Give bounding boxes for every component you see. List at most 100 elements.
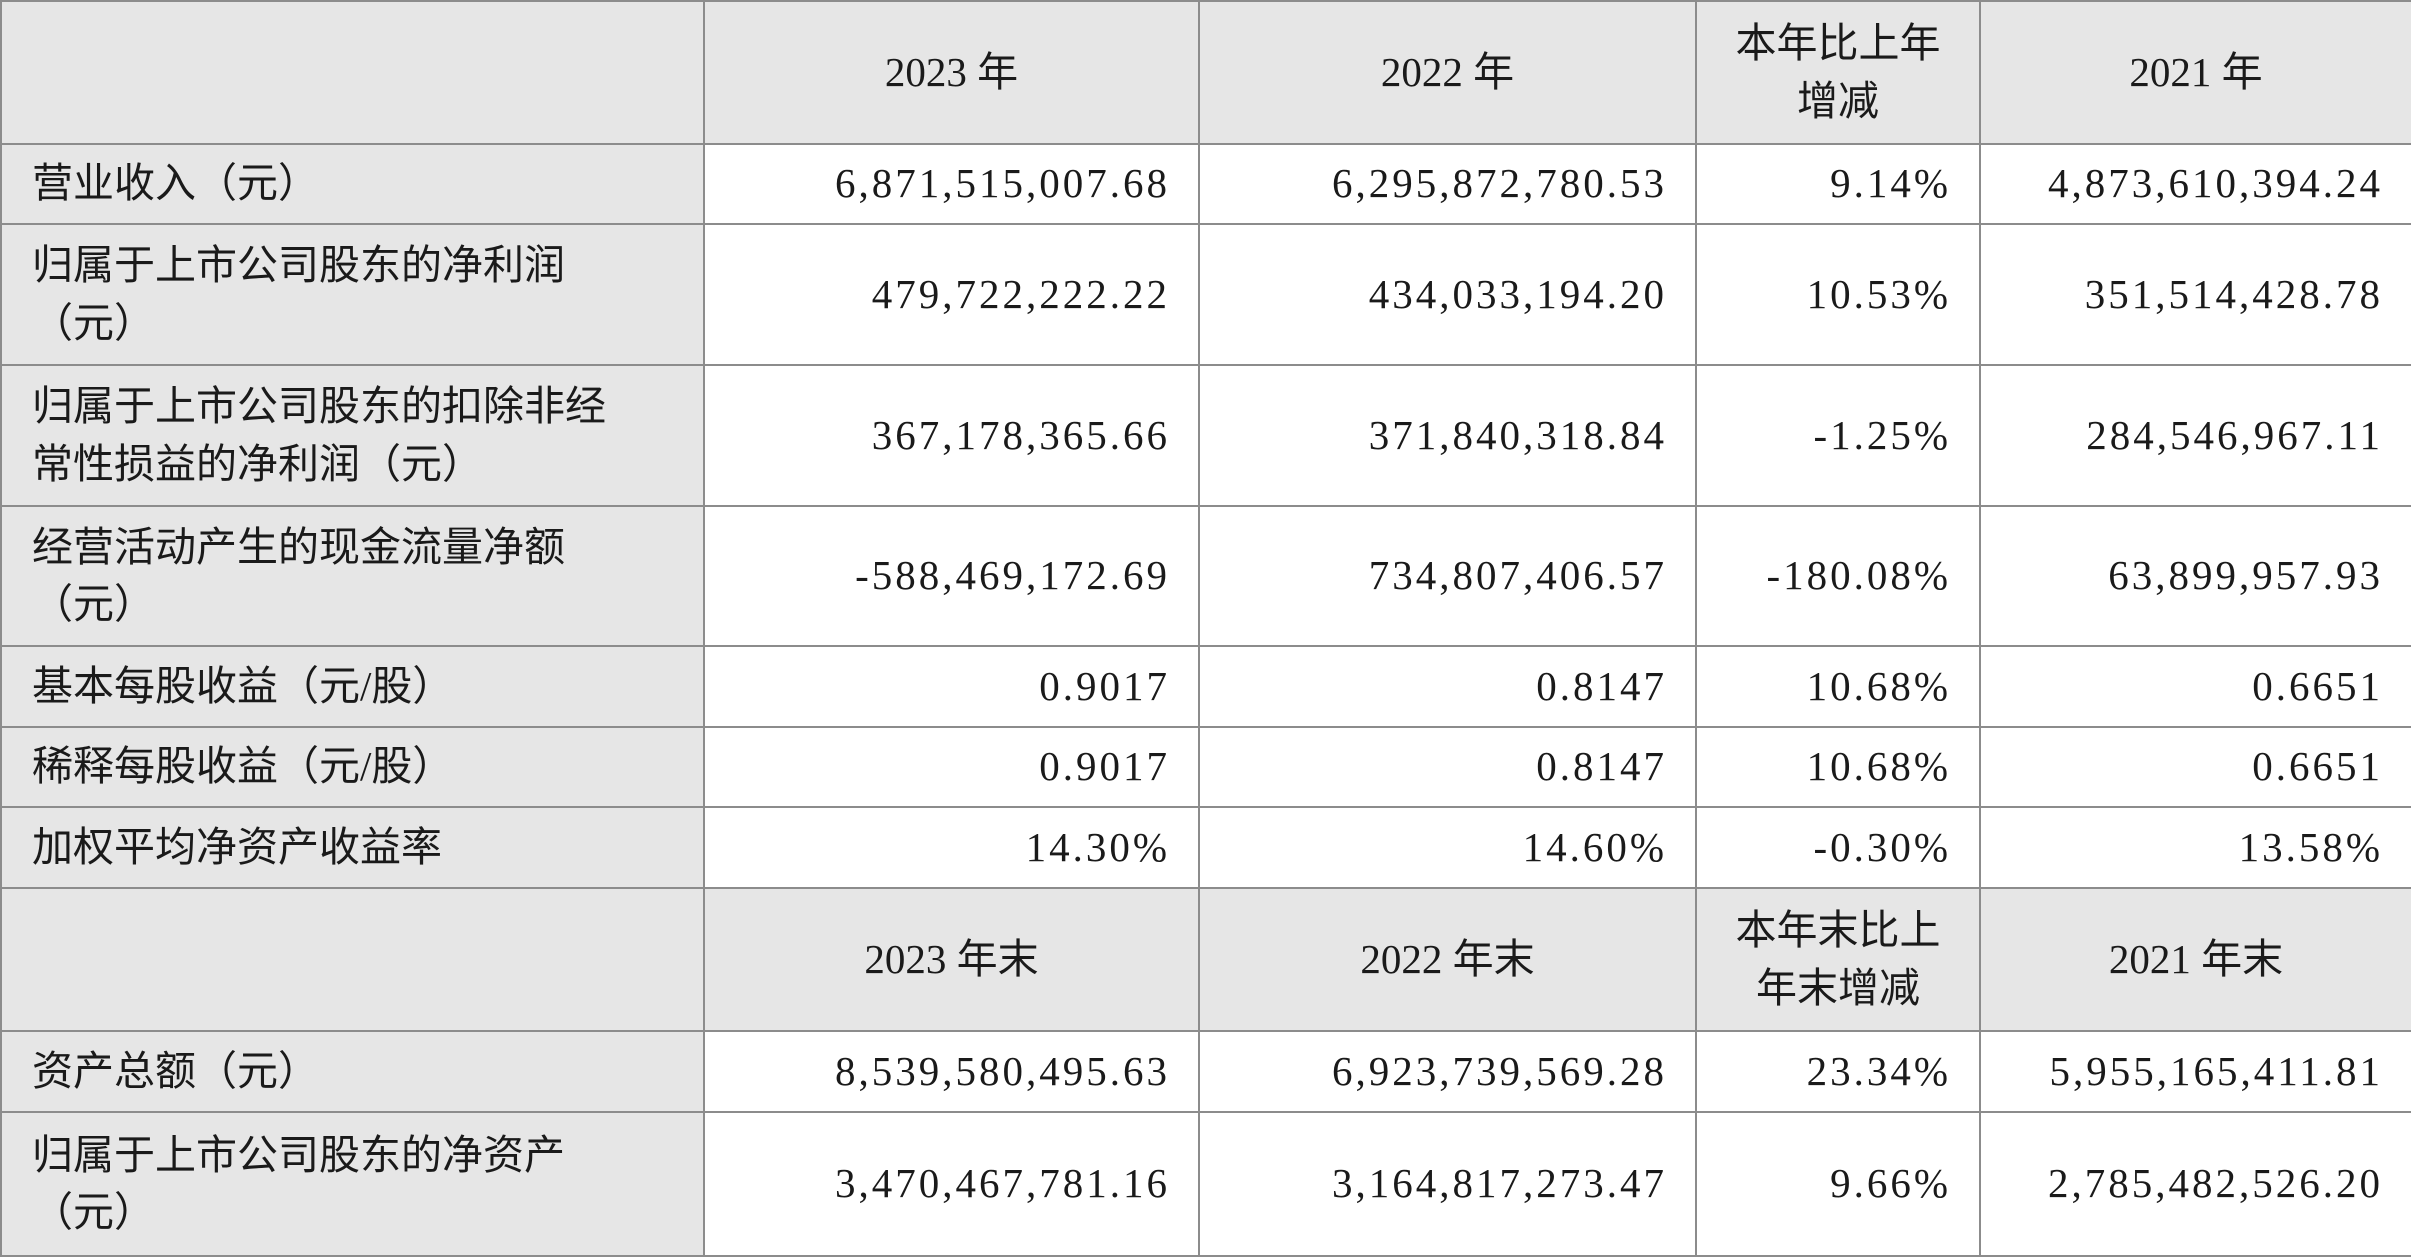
- row-label: 归属于上市公司股东的净资产（元）: [0, 1111, 705, 1257]
- value-cell: 13.58%: [1979, 806, 2411, 889]
- header-row: 2023 年 2022 年 本年比上年增减 2021 年: [0, 0, 2411, 145]
- value-cell: 14.30%: [703, 806, 1200, 889]
- value-cell: 3,164,817,273.47: [1198, 1111, 1697, 1257]
- data-row: 归属于上市公司股东的扣除非经常性损益的净利润（元） 367,178,365.66 3…: [0, 364, 2411, 507]
- value-cell: 371,840,318.84: [1198, 364, 1697, 507]
- value-cell-text: 0.6651: [2252, 743, 2383, 790]
- value-cell-text: 367,178,365.66: [871, 411, 1170, 458]
- column-header-text: 2021 年末: [2108, 935, 2284, 982]
- row-label: 归属于上市公司股东的净利润（元）: [0, 223, 705, 366]
- row-label: 营业收入（元）: [0, 143, 705, 225]
- value-cell-text: 6,923,739,569.28: [1332, 1047, 1667, 1094]
- value-cell: 10.53%: [1695, 223, 1981, 366]
- value-cell-text: 734,807,406.57: [1368, 552, 1667, 599]
- column-header: 本年比上年增减: [1695, 0, 1981, 145]
- value-cell-text: -180.08%: [1766, 552, 1951, 599]
- value-cell-text: 3,164,817,273.47: [1332, 1160, 1667, 1207]
- column-header: 本年末比上年末增减: [1695, 887, 1981, 1032]
- value-cell-text: -1.25%: [1813, 411, 1951, 458]
- row-label: 归属于上市公司股东的扣除非经常性损益的净利润（元）: [0, 364, 705, 507]
- data-row: 资产总额（元） 8,539,580,495.63 6,923,739,569.28 2…: [0, 1030, 2411, 1113]
- column-header: 2023 年末: [703, 887, 1200, 1032]
- value-cell: 434,033,194.20: [1198, 223, 1697, 366]
- value-cell-text: 13.58%: [2238, 823, 2383, 870]
- value-cell-text: 5,955,165,411.81: [2049, 1047, 2383, 1094]
- value-cell: 0.9017: [703, 726, 1200, 808]
- value-cell-text: 284,546,967.11: [2086, 411, 2383, 458]
- value-cell-text: 9.14%: [1830, 160, 1951, 207]
- column-header: 2021 年末: [1979, 887, 2411, 1032]
- row-label-text: 归属于上市公司股东的扣除非经常性损益的净利润（元）: [32, 383, 606, 487]
- row-label: 基本每股收益（元/股）: [0, 645, 705, 728]
- value-cell-text: 14.60%: [1522, 823, 1667, 870]
- value-cell-text: 10.68%: [1806, 662, 1951, 709]
- value-cell: 4,873,610,394.24: [1979, 143, 2411, 225]
- value-cell-text: 9.66%: [1830, 1160, 1951, 1207]
- corner-cell: [0, 0, 705, 145]
- row-label-text: 基本每股收益（元/股）: [32, 662, 454, 709]
- value-cell-text: 10.53%: [1806, 270, 1951, 317]
- data-row: 归属于上市公司股东的净利润（元） 479,722,222.22 434,033,19…: [0, 223, 2411, 366]
- value-cell: 284,546,967.11: [1979, 364, 2411, 507]
- row-label: 经营活动产生的现金流量净额（元）: [0, 505, 705, 647]
- row-label-text: 资产总额（元）: [32, 1047, 319, 1094]
- value-cell: 5,955,165,411.81: [1979, 1030, 2411, 1113]
- corner-cell: [0, 887, 705, 1032]
- column-header: 2022 年: [1198, 0, 1697, 145]
- value-cell-text: 4,873,610,394.24: [2048, 160, 2383, 207]
- value-cell: 3,470,467,781.16: [703, 1111, 1200, 1257]
- value-cell: 0.6651: [1979, 726, 2411, 808]
- column-header-text: 2022 年: [1380, 48, 1515, 95]
- row-label: 加权平均净资产收益率: [0, 806, 705, 889]
- value-cell-text: 371,840,318.84: [1368, 411, 1667, 458]
- value-cell: 0.9017: [703, 645, 1200, 728]
- value-cell: -0.30%: [1695, 806, 1981, 889]
- column-header: 2023 年: [703, 0, 1200, 145]
- value-cell-text: 6,871,515,007.68: [835, 160, 1170, 207]
- value-cell: 10.68%: [1695, 645, 1981, 728]
- column-header-text: 2023 年末: [864, 935, 1039, 982]
- value-cell-text: 479,722,222.22: [871, 270, 1170, 317]
- value-cell-text: -588,469,172.69: [855, 552, 1170, 599]
- column-header-text: 2023 年: [884, 48, 1019, 95]
- value-cell: 367,178,365.66: [703, 364, 1200, 507]
- column-header-text: 2021 年: [2129, 48, 2263, 95]
- data-row: 营业收入（元） 6,871,515,007.68 6,295,872,780.53 9…: [0, 143, 2411, 225]
- value-cell: 6,871,515,007.68: [703, 143, 1200, 225]
- row-label-text: 经营活动产生的现金流量净额（元）: [32, 523, 565, 627]
- row-label-text: 营业收入（元）: [32, 160, 319, 207]
- data-row: 归属于上市公司股东的净资产（元） 3,470,467,781.16 3,164,81…: [0, 1111, 2411, 1257]
- data-row: 基本每股收益（元/股） 0.9017 0.8147 10.68% 0.6651: [0, 645, 2411, 728]
- value-cell-text: 8,539,580,495.63: [835, 1047, 1170, 1094]
- row-label-text: 稀释每股收益（元/股）: [32, 743, 454, 790]
- column-header-text: 本年比上年增减: [1735, 20, 1941, 124]
- value-cell-text: 10.68%: [1806, 743, 1951, 790]
- value-cell: -1.25%: [1695, 364, 1981, 507]
- value-cell-text: 434,033,194.20: [1368, 270, 1667, 317]
- value-cell-text: 0.8147: [1536, 743, 1667, 790]
- value-cell: 9.14%: [1695, 143, 1981, 225]
- value-cell-text: 2,785,482,526.20: [2048, 1160, 2383, 1207]
- value-cell-text: 351,514,428.78: [2084, 270, 2383, 317]
- value-cell: -588,469,172.69: [703, 505, 1200, 647]
- value-cell: 0.8147: [1198, 645, 1697, 728]
- row-label-text: 归属于上市公司股东的净利润（元）: [32, 242, 565, 346]
- value-cell: 9.66%: [1695, 1111, 1981, 1257]
- value-cell: 6,923,739,569.28: [1198, 1030, 1697, 1113]
- value-cell: 23.34%: [1695, 1030, 1981, 1113]
- header-row: 2023 年末 2022 年末 本年末比上年末增减 2021 年末: [0, 887, 2411, 1032]
- value-cell-text: -0.30%: [1813, 823, 1951, 870]
- value-cell-text: 14.30%: [1025, 823, 1170, 870]
- value-cell-text: 0.6651: [2252, 662, 2383, 709]
- value-cell: 10.68%: [1695, 726, 1981, 808]
- value-cell: 734,807,406.57: [1198, 505, 1697, 647]
- column-header-text: 2022 年末: [1360, 935, 1535, 982]
- value-cell-text: 3,470,467,781.16: [835, 1160, 1170, 1207]
- value-cell: 14.60%: [1198, 806, 1697, 889]
- value-cell-text: 0.9017: [1039, 662, 1170, 709]
- row-label: 资产总额（元）: [0, 1030, 705, 1113]
- value-cell: 8,539,580,495.63: [703, 1030, 1200, 1113]
